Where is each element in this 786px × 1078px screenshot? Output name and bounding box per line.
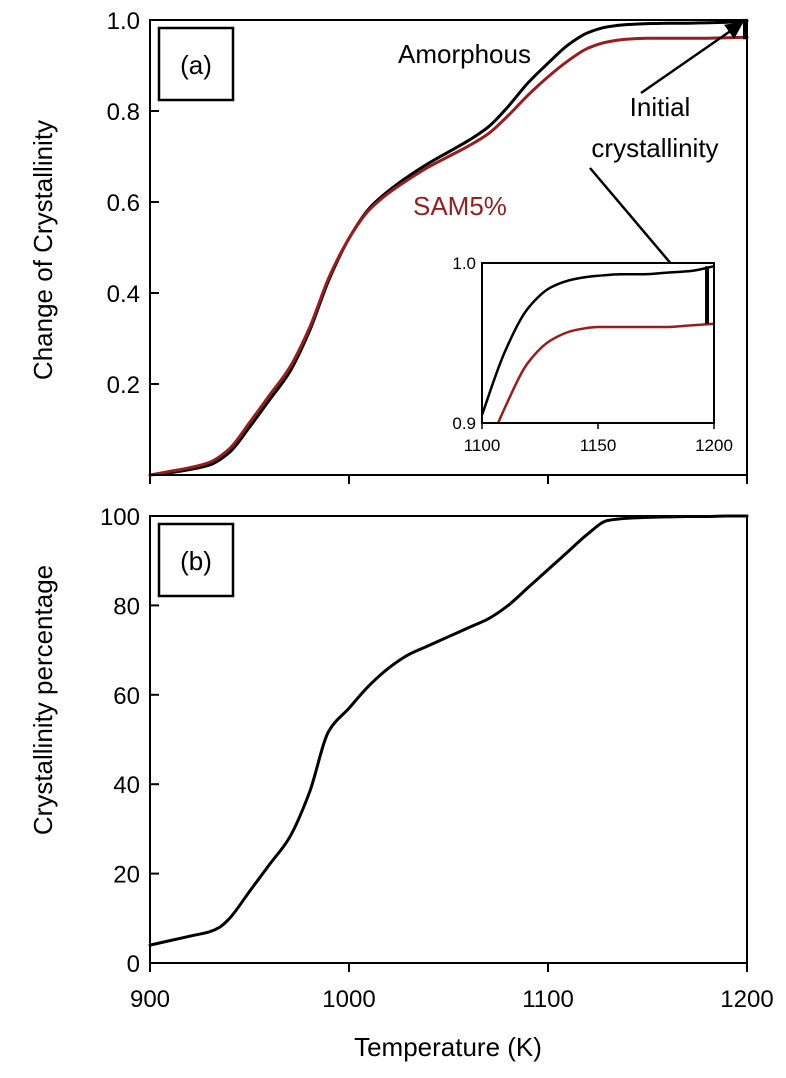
panel-a: Change of Crystallinity 0.20.40.60.81.0 … xyxy=(28,8,749,484)
panel-a-series xyxy=(148,18,749,477)
panel-a-x-ticks xyxy=(149,475,748,484)
inset-ticks: 0.9 1.0 1100 1150 1200 xyxy=(452,254,733,455)
panel-a-label-box xyxy=(157,26,235,102)
arrow-to-main-gap xyxy=(640,21,744,95)
panel-a-label: (a) xyxy=(180,50,212,80)
panel-b-series xyxy=(148,514,749,947)
panel-a-y-tick-label: 0.2 xyxy=(107,372,140,399)
series-line-sam5 xyxy=(148,35,749,477)
inset-series-line-sam5 xyxy=(496,322,714,423)
panel-b-y-tick-label: 60 xyxy=(113,683,140,710)
panel-b-y-ticks: 0 20 40 60 80 100 xyxy=(100,504,159,978)
inset-x-tick-label: 1100 xyxy=(464,436,501,455)
panel-a-frame xyxy=(149,19,748,476)
inset-series xyxy=(482,264,714,423)
panel-a-y-tick-label: 0.8 xyxy=(107,99,140,126)
panel-b-label: (b) xyxy=(180,546,212,576)
panel-b-y-tick-label: 80 xyxy=(113,593,140,620)
panel-a-y-ticks: 0.2 0.4 0.6 0.8 1.0 xyxy=(107,8,159,399)
panel-b-y-tick-label: 40 xyxy=(113,772,140,799)
inset-series-line-amorphous xyxy=(482,264,714,419)
panel-b-ylabel: Crystallinity percentage xyxy=(28,565,58,835)
inset-x-tick-label: 1200 xyxy=(695,436,733,455)
annotation-amorphous: Amorphous xyxy=(398,39,531,69)
panel-b-y-tick-label: 20 xyxy=(113,862,140,889)
panel-b-y-tick-label: 100 xyxy=(100,504,140,531)
panel-b-x-tick-label: 1100 xyxy=(522,986,574,1013)
series-line-crystallinity xyxy=(148,514,749,947)
series-line-amorphous xyxy=(148,19,749,477)
panel-a-y-tick-label: 1.0 xyxy=(107,8,140,35)
panel-b-label-box xyxy=(157,522,235,598)
inset-y-tick-label: 1.0 xyxy=(452,254,476,273)
panel-a-ylabel: Change of Crystallinity xyxy=(28,120,58,380)
inset-chart: 0.9 1.0 1100 1150 1200 xyxy=(452,254,733,455)
panel-b-x-tick-label: 1000 xyxy=(322,986,375,1013)
panel-b-x-tick-label: 900 xyxy=(130,986,170,1013)
inset-x-tick-label: 1150 xyxy=(580,436,617,455)
annotation-sam5: SAM5% xyxy=(413,191,507,221)
annotation-initial-line2: crystallinity xyxy=(591,133,718,163)
annotation-initial-line1: Initial xyxy=(630,92,691,122)
panel-a-y-tick-label: 0.4 xyxy=(107,281,140,308)
panel-a-y-tick-label: 0.6 xyxy=(107,190,140,217)
inset-y-tick-label: 0.9 xyxy=(452,414,476,433)
panel-b-x-tick-label: 1200 xyxy=(720,986,773,1013)
panel-b-x-ticks: 900 1000 1100 1200 xyxy=(130,963,774,1013)
panel-b-frame xyxy=(149,515,748,964)
panel-b-xlabel: Temperature (K) xyxy=(354,1032,542,1062)
panel-b-y-tick-label: 0 xyxy=(127,951,140,978)
panel-b: Crystallinity percentage 0 20 40 60 80 100 90… xyxy=(28,504,774,1062)
